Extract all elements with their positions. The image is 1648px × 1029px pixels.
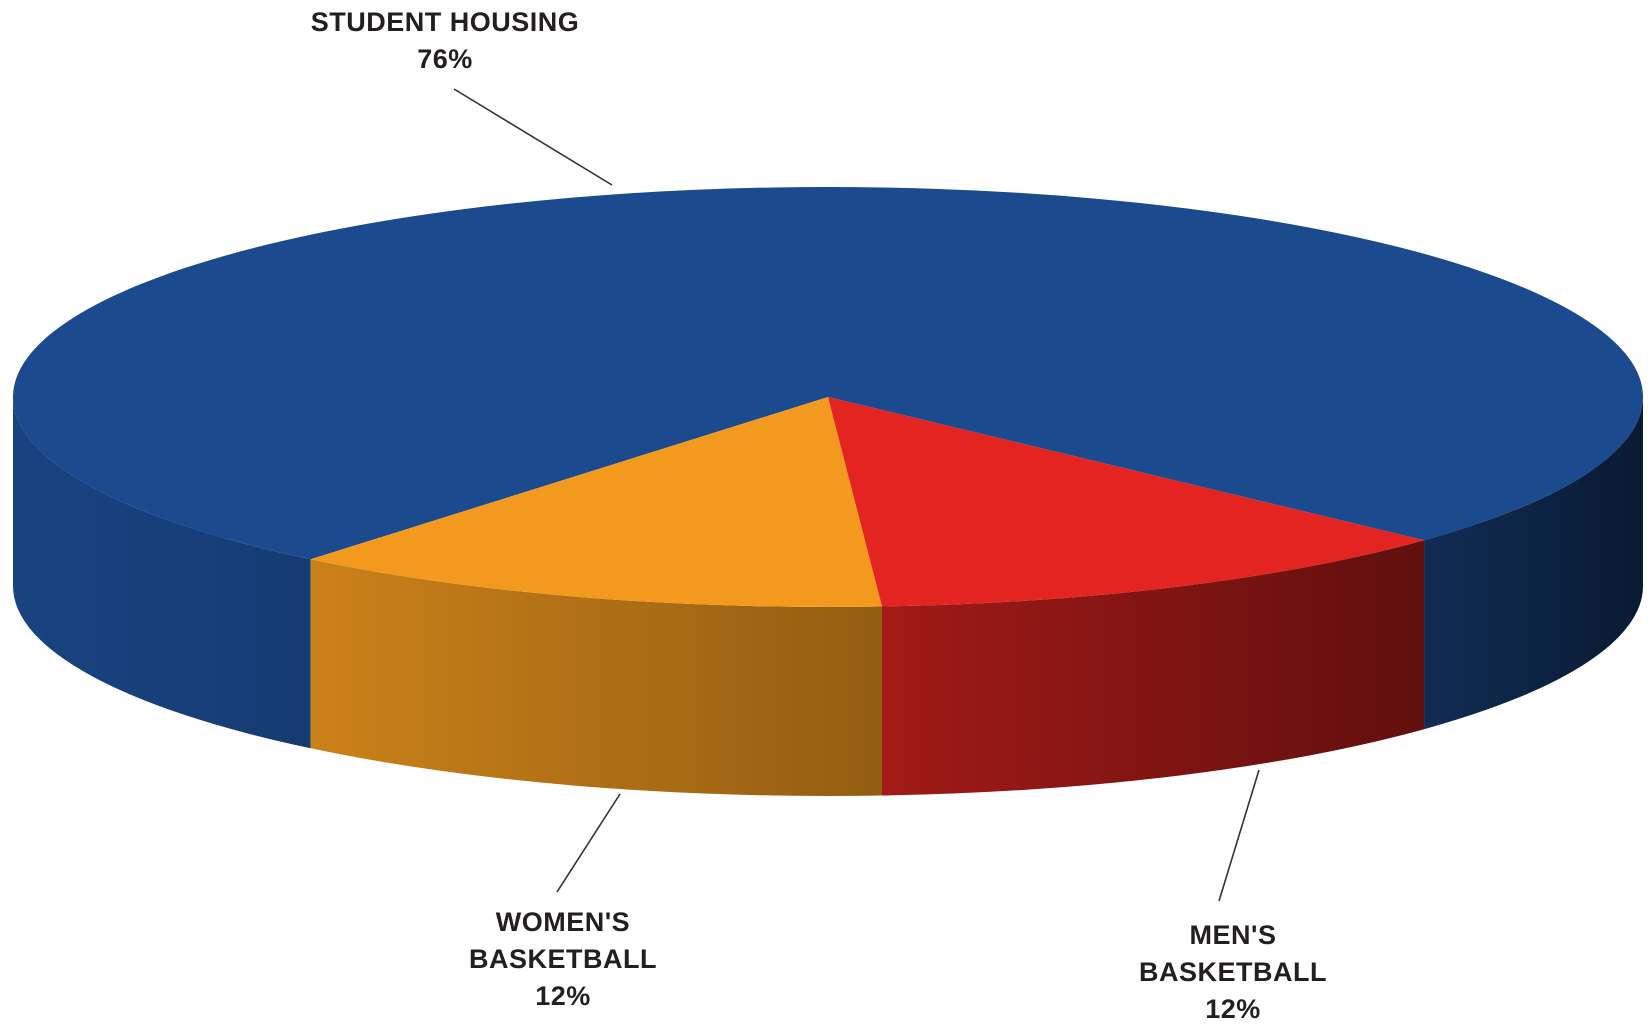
category-label: STUDENT HOUSING — [310, 7, 580, 37]
slice-side — [310, 559, 883, 796]
slice — [310, 397, 883, 607]
slice-label: WOMEN'S BASKETBALL 12% — [443, 904, 683, 1015]
slice-label: MEN'S BASKETBALL 12% — [1113, 917, 1353, 1028]
slice — [12, 187, 1643, 560]
slice-side — [1424, 397, 1643, 730]
slice-label: STUDENT HOUSING 76% — [245, 4, 645, 78]
leader-line — [1218, 769, 1260, 902]
leader-line — [556, 793, 621, 893]
category-label: MEN'S BASKETBALL — [1139, 920, 1327, 987]
slice-side — [13, 397, 311, 749]
slice-side — [882, 540, 1425, 796]
leader-line — [453, 88, 613, 186]
value-label: 12% — [1205, 994, 1261, 1024]
value-label: 76% — [417, 44, 473, 74]
value-label: 12% — [535, 981, 591, 1011]
slice — [828, 397, 1425, 607]
category-label: WOMEN'S BASKETBALL — [469, 907, 657, 974]
